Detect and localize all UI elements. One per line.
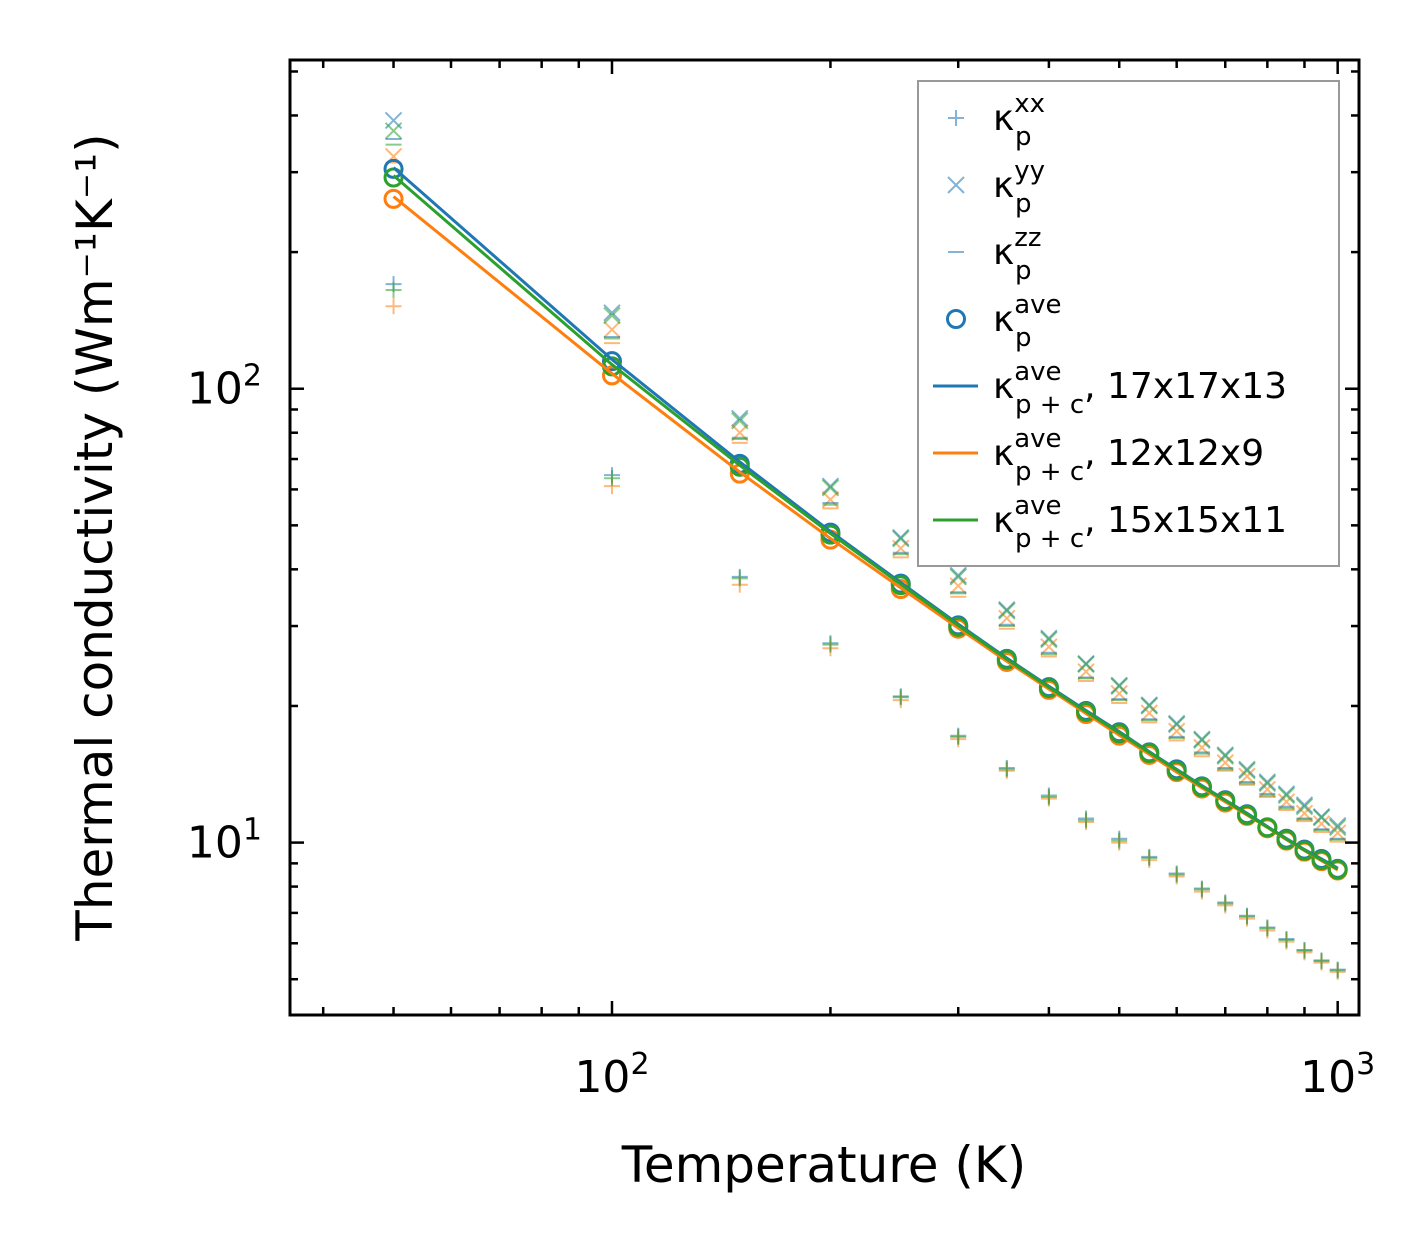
kappa_p_yy-green-point <box>1140 697 1158 715</box>
kappa_p_ave-green-point <box>820 524 841 545</box>
kappa_p_xx-green-point <box>892 689 909 706</box>
kappa_p_yy-green-point <box>1238 762 1256 780</box>
kappa_p_xx-green-point <box>1296 942 1313 959</box>
kappa_p_ave-green-point <box>996 649 1017 670</box>
kappa_p_ave-green-point <box>890 575 911 596</box>
kappa_p_yy-blue-point <box>1258 773 1277 791</box>
kappa_p_ave-green-point <box>1215 790 1236 811</box>
y-tick-label: 102 <box>187 359 262 415</box>
kappa_p_yy-green-point <box>892 530 910 548</box>
kappa_p_yy-blue-point <box>731 409 749 428</box>
kappa_p_xx-green-point <box>385 282 402 299</box>
kappa_p_xx-green-point <box>1313 953 1330 970</box>
kappa_p_ave-green-point <box>1076 701 1097 722</box>
kappa_p_ave-green-point <box>1139 743 1160 764</box>
kappa_p_xx-green-point <box>1193 881 1210 898</box>
y-axis-title: Thermal conductivity (Wm⁻¹K⁻¹) <box>66 133 124 941</box>
kappa_p_yy-green-point <box>998 602 1016 620</box>
kappa_p_xx-orange-point <box>385 298 402 315</box>
kappa_p_yy-green-point <box>731 412 749 430</box>
kappa_p_xx-green-point <box>1239 908 1256 925</box>
kappa_p_yy-orange-point <box>603 320 621 339</box>
kappa_p_xx-green-point <box>950 728 967 745</box>
kappa_p_ave-green-point <box>1276 829 1297 850</box>
kappa_p_yy-blue-point <box>603 304 621 322</box>
legend-marker-circle <box>946 309 966 329</box>
kappa_p_xx-green-point <box>1078 812 1095 829</box>
kappa_p_yy-green-point <box>1040 630 1058 649</box>
kappa_p_ave-green-point <box>1191 777 1212 798</box>
x-axis-title: Temperature (K) <box>621 1136 1026 1194</box>
kappa_p_ave-green-point <box>1109 723 1130 744</box>
legend-label: κzz p <box>993 223 1042 286</box>
kappa_p_yy-green-point <box>1328 818 1347 837</box>
kappa_p_yy-green-point <box>1167 715 1186 734</box>
plot-frame <box>288 58 1361 1017</box>
kappa_p_ave-orange-point <box>383 188 404 209</box>
kappa_p_yy-green-point <box>603 306 621 325</box>
kappa_p_ave-green-point <box>1311 850 1332 871</box>
kappa_p_ave-green-point <box>1327 859 1348 880</box>
kappa_p_yy-green-point <box>1295 797 1314 816</box>
kappa_p_yy-green-point <box>1216 747 1234 765</box>
kappa_p_ave-green-point <box>1038 678 1059 699</box>
kappa_p_xx-green-point <box>822 636 839 653</box>
kappa_p_xx-green-point <box>1329 962 1346 979</box>
kappa_p_yy-green-point <box>1277 786 1296 805</box>
data-layer <box>383 111 1348 980</box>
kappa_p_yy-green-point <box>1077 655 1095 674</box>
kappa_p_ave-green-point <box>1237 805 1258 826</box>
kappa_p_yy-green-point <box>821 479 840 497</box>
kappa_p_yy-blue-point <box>1295 796 1314 814</box>
x-tick-label: 103 <box>1300 1047 1375 1103</box>
legend-label: κxx p <box>993 89 1045 152</box>
legend-box <box>917 80 1340 567</box>
kappa_p_xx-green-point <box>1278 932 1295 949</box>
kappa_p_yy-blue-point <box>1328 816 1347 835</box>
kappa_p_xx-green-point <box>1168 866 1185 883</box>
kappa_p_xx-green-point <box>603 470 620 487</box>
kappa_p_yy-orange-point <box>949 577 967 595</box>
kappa_p_yy-orange-point <box>998 609 1016 628</box>
y-tick-label: 101 <box>187 813 262 869</box>
kappa_p_yy-green-point <box>1110 677 1128 695</box>
axis-ticks: 102 103 101 102 <box>187 60 1375 1103</box>
kappa_p_xx-green-point <box>1111 832 1128 849</box>
kappa_p_ave-green-point <box>1166 760 1187 781</box>
kappa_p_yy-green-point <box>1258 774 1277 793</box>
legend-marker-cross <box>947 176 965 194</box>
kappa_p_xx-green-point <box>731 570 748 587</box>
x-tick-label: 102 <box>574 1047 649 1103</box>
kappa_p_yy-green-point <box>384 122 403 140</box>
legend-label: κave p + c, 17x17x13 <box>993 357 1287 420</box>
kappa_p_ave-green-point <box>1294 840 1315 861</box>
kappa_p_xx-green-point <box>1141 849 1158 866</box>
legend-label: κave p + c, 12x12x9 <box>993 424 1264 487</box>
kappa_p_yy-green-point <box>1312 808 1331 827</box>
kappa_p_ave-green-point <box>948 616 969 637</box>
legend-label: κave p <box>993 290 1062 353</box>
kappa_p_ave-orange-point <box>601 365 622 386</box>
legend-label: κyy p <box>993 156 1045 219</box>
kappa_pc_ave-green-line <box>392 174 1339 871</box>
kappa_p_xx-green-point <box>1217 895 1234 912</box>
kappa_p_xx-green-point <box>998 761 1015 778</box>
kappa_p_xx-green-point <box>1259 920 1276 937</box>
kappa_p_xx-green-point <box>1040 789 1057 806</box>
legend-marker-plus <box>948 110 964 126</box>
kappa_p_ave-green-point <box>1257 817 1278 838</box>
kappa_p_yy-blue-point <box>821 477 840 495</box>
kappa_p_yy-green-point <box>949 568 967 586</box>
kappa_p_yy-green-point <box>1193 731 1211 750</box>
legend-label: κave p + c, 15x15x11 <box>993 491 1287 554</box>
kappa_p_yy-blue-point <box>1277 785 1296 803</box>
